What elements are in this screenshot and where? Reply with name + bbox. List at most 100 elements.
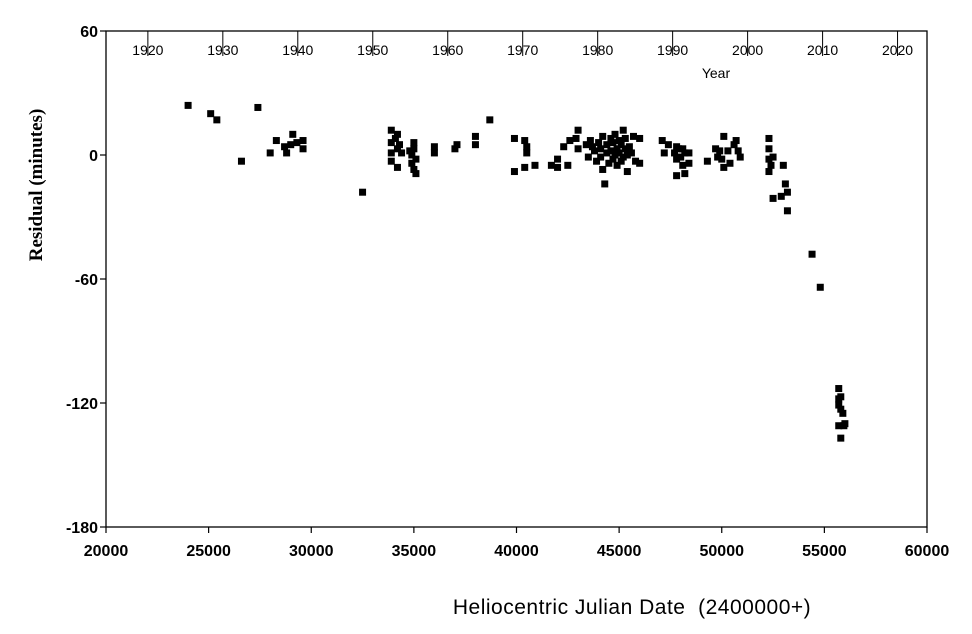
data-point <box>837 405 845 413</box>
data-point <box>547 161 555 169</box>
data-point <box>632 157 640 165</box>
data-point <box>237 157 245 165</box>
data-point <box>593 157 601 165</box>
data-point <box>720 163 728 171</box>
data-point <box>808 250 816 258</box>
x-tick-label: 50000 <box>700 543 745 560</box>
data-point <box>765 155 773 163</box>
data-point <box>681 149 689 157</box>
data-point <box>599 165 607 173</box>
data-point <box>299 145 307 153</box>
data-point <box>629 132 637 140</box>
data-point <box>671 149 679 157</box>
x-axis-label: Heliocentric Julian Date (2400000+) <box>453 596 811 619</box>
x-tick-label: 55000 <box>802 543 847 560</box>
data-point <box>597 153 605 161</box>
top-year-label: 2020 <box>882 42 913 58</box>
data-point <box>685 159 693 167</box>
x-tick-label: 25000 <box>186 543 231 560</box>
data-point <box>391 134 399 142</box>
top-year-label: 1920 <box>132 42 163 58</box>
data-point <box>572 134 580 142</box>
data-point <box>617 141 625 149</box>
data-point <box>779 161 787 169</box>
y-axis-label: Residual (minutes) <box>26 109 47 262</box>
data-point <box>408 159 416 167</box>
plot-frame <box>105 30 928 528</box>
data-point <box>621 145 629 153</box>
data-point <box>835 422 843 430</box>
data-point <box>839 409 847 417</box>
y-tick-label: -180 <box>66 520 98 537</box>
data-point <box>605 159 613 167</box>
data-point <box>623 168 631 176</box>
data-point <box>607 147 615 155</box>
data-point <box>736 153 744 161</box>
data-point <box>677 153 685 161</box>
data-point <box>685 149 693 157</box>
data-point <box>272 137 280 145</box>
data-point <box>393 130 401 138</box>
data-point <box>603 149 611 157</box>
top-year-label: 1930 <box>207 42 238 58</box>
data-point <box>613 161 621 169</box>
data-point <box>387 157 395 165</box>
data-point <box>730 141 738 149</box>
data-point <box>835 401 843 409</box>
data-point <box>523 149 531 157</box>
data-point <box>299 137 307 145</box>
top-year-label: 1970 <box>507 42 538 58</box>
data-point <box>636 159 644 167</box>
data-point <box>254 103 262 111</box>
x-tick-label: 20000 <box>84 543 129 560</box>
data-point <box>410 139 418 147</box>
data-point <box>283 149 291 157</box>
data-point <box>726 159 734 167</box>
data-point <box>609 139 617 147</box>
data-point <box>767 161 775 169</box>
top-year-label: 1950 <box>357 42 388 58</box>
data-point <box>703 157 711 165</box>
data-point <box>840 422 848 430</box>
data-point <box>781 180 789 188</box>
data-point <box>712 145 720 153</box>
top-year-axis: 1920 1930 1940 1950 1960 1970 1980 1990 2000 2010… <box>132 31 913 58</box>
data-point <box>521 137 529 145</box>
top-year-label: 2010 <box>807 42 838 58</box>
data-point <box>582 141 590 149</box>
data-point <box>574 145 582 153</box>
data-point <box>658 137 666 145</box>
y-axis: 60 0 -60 -120 -180 <box>66 24 106 537</box>
data-point <box>590 147 598 155</box>
x-tick-label: 30000 <box>289 543 334 560</box>
y-tick-label: 60 <box>80 24 98 41</box>
data-point <box>835 385 843 393</box>
data-point <box>673 172 681 180</box>
data-point <box>716 147 724 155</box>
x-tick-label: 35000 <box>392 543 437 560</box>
y-tick-label: -120 <box>66 396 98 413</box>
data-point <box>673 155 681 163</box>
top-year-label: 1980 <box>582 42 613 58</box>
data-point <box>681 170 689 178</box>
data-point <box>471 132 479 140</box>
data-point <box>816 283 824 291</box>
data-point <box>679 161 687 169</box>
data-point <box>615 137 623 145</box>
data-point <box>406 147 414 155</box>
data-point <box>410 165 418 173</box>
data-point <box>293 139 301 147</box>
data-point <box>486 116 494 124</box>
data-point <box>732 137 740 145</box>
data-point <box>765 145 773 153</box>
data-point <box>207 110 215 118</box>
data-point <box>287 141 295 149</box>
data-point <box>595 139 603 147</box>
data-point <box>387 126 395 134</box>
data-point <box>765 134 773 142</box>
x-tick-label: 40000 <box>494 543 539 560</box>
data-point <box>734 147 742 155</box>
data-point <box>601 180 609 188</box>
data-point <box>584 153 592 161</box>
